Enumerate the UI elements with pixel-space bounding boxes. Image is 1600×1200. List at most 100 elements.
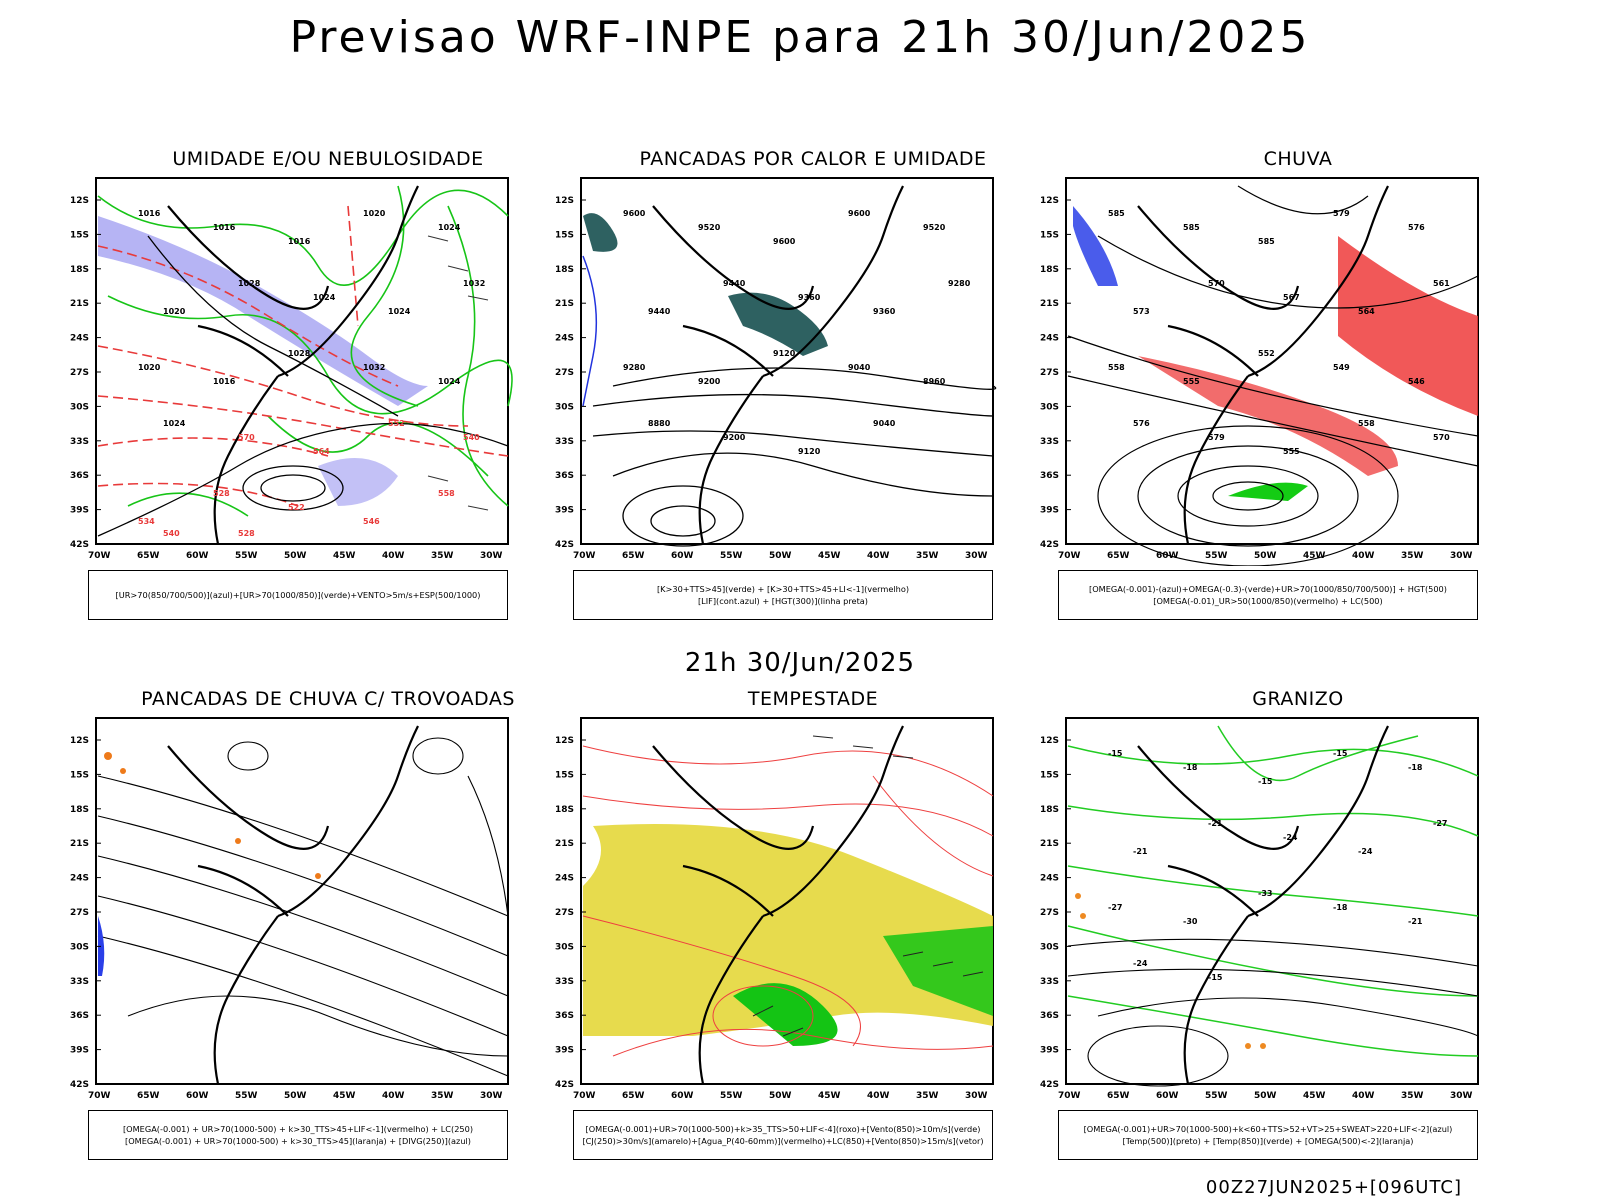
lon-tick-label: 35W (431, 551, 454, 561)
lon-tick-label: 65W (1107, 1091, 1130, 1101)
contour-label: 534 (138, 517, 155, 526)
lat-tick-label: 18S (70, 265, 89, 275)
lat-tick-label: 33S (70, 437, 89, 447)
lon-tick-label: 55W (720, 551, 743, 561)
contour-label: 564 (313, 447, 330, 456)
lon-tick-label: 70W (88, 1091, 111, 1101)
contour-label: 558 (1358, 419, 1375, 428)
lat-tick-label: 18S (70, 805, 89, 815)
lat-tick-label: 27S (1040, 368, 1059, 378)
rain-blue-area (1073, 206, 1118, 286)
lon-tick-label: 30W (480, 1091, 503, 1101)
lon-tick-label: 30W (965, 1091, 988, 1101)
lon-tick-label: 70W (1058, 1091, 1081, 1101)
lat-tick-label: 12S (1040, 196, 1059, 206)
contour-label: 9200 (723, 433, 746, 442)
lat-tick-label: 18S (1040, 805, 1059, 815)
streamlines-850 (582, 745, 994, 1057)
contour-label: 528 (213, 489, 230, 498)
lon-tick-label: 55W (235, 1091, 258, 1101)
lat-tick-label: 27S (555, 368, 574, 378)
coastline (652, 185, 904, 545)
contour-label: 585 (1108, 209, 1125, 218)
lat-tick-label: 27S (70, 908, 89, 918)
lon-tick-labels: 70W 65W 60W 55W 50W 45W 40W 35W 30W (88, 551, 503, 561)
contour-label: 579 (1333, 209, 1350, 218)
lat-tick-label: 21S (70, 299, 89, 309)
lat-tick-label: 15S (555, 230, 574, 240)
lat-tick-label: 36S (1040, 471, 1059, 481)
lon-tick-label: 45W (1303, 1091, 1326, 1101)
lon-tick-label: 70W (88, 551, 111, 561)
lat-tick-label: 12S (1040, 736, 1059, 746)
panel-title: PANCADAS POR CALOR E UMIDADE (639, 148, 987, 170)
legend-line: [OMEGA(-0.001) + UR>70(1000-500) + k>30_… (125, 1136, 471, 1146)
lon-tick-label: 50W (1254, 1091, 1277, 1101)
lon-tick-labels: 70W 65W 60W 55W 50W 45W 40W 35W 30W (88, 1091, 503, 1101)
contour-label: 558 (1108, 363, 1125, 372)
contour-label: 570 (1433, 433, 1450, 442)
contour-label: 552 (1258, 349, 1275, 358)
contour-label: -27 (1433, 819, 1447, 828)
contour-label: 570 (1208, 279, 1225, 288)
contour-label: -24 (1358, 847, 1373, 856)
lat-tick-label: 15S (70, 770, 89, 780)
contour-label: 9600 (848, 209, 871, 218)
contour-label: 546 (363, 517, 380, 526)
contour-label: -24 (1133, 959, 1148, 968)
map-pancadas-calor: 9600 9520 9600 9600 9520 9440 9440 9360 9360 9280… (553, 176, 1013, 566)
lat-tick-label: 18S (1040, 265, 1059, 275)
jet-yellow-area (583, 824, 993, 1036)
contour-label: -15 (1258, 777, 1273, 786)
lat-tick-label: 33S (70, 977, 89, 987)
contour-label: 585 (1183, 223, 1200, 232)
lat-tick-label: 24S (1040, 874, 1059, 884)
contour-label: 9600 (623, 209, 646, 218)
panel-umidade: UMIDADE E/OU NEBULOSIDADE (68, 148, 548, 620)
lon-tick-label: 60W (186, 551, 209, 561)
lat-tick-label: 24S (555, 874, 574, 884)
lat-tick-labels: 12S 15S 18S 21S 24S 27S 30S 33S 36S 39S 42S (1040, 196, 1071, 550)
lat-tick-label: 21S (1040, 299, 1059, 309)
contour-label: 1028 (238, 279, 261, 288)
lat-tick-label: 18S (555, 805, 574, 815)
lat-tick-labels: 12S 15S 18S 21S 24S 27S 30S 33S 36S 39S 42S (70, 736, 101, 1090)
lat-tick-label: 12S (555, 736, 574, 746)
map-svg: -15 -18 -15 -15 -18 -21 -21 -24 -24 -27 -27 -30 -33 -… (1040, 717, 1479, 1101)
lat-tick-labels: 12S 15S 18S 21S 24S 27S 30S 33S 36S 39S 42S (555, 736, 586, 1090)
lat-tick-label: 39S (70, 1046, 89, 1056)
contour-label: 9040 (848, 363, 871, 372)
lat-tick-labels: 12S 15S 18S 21S 24S 27S 30S 33S 36S 39S 42S (70, 196, 101, 550)
contour-label: -21 (1133, 847, 1148, 856)
lon-tick-label: 50W (1254, 551, 1277, 561)
contour-label: 540 (463, 433, 480, 442)
map-svg: 585 585 585 579 576 573 570 567 564 561 558 555 552 5… (1040, 177, 1479, 566)
lon-tick-label: 35W (1401, 551, 1424, 561)
panel-trovoadas: PANCADAS DE CHUVA C/ TROVOADAS (68, 688, 548, 1160)
contour-label: 546 (1408, 377, 1425, 386)
lon-tick-label: 45W (818, 551, 841, 561)
contour-label: 9120 (798, 447, 821, 456)
contour-label: 522 (288, 503, 305, 512)
contour-label: 528 (238, 529, 255, 538)
map-svg: 9600 9520 9600 9600 9520 9440 9440 9360 9360 9280… (555, 177, 997, 561)
lif-blue-contour (582, 255, 598, 407)
lat-tick-label: 42S (555, 540, 574, 550)
legend-line: [OMEGA(-0.001)+UR>70(1000-500)+k>35_TTS>… (585, 1124, 981, 1134)
lon-tick-label: 50W (769, 1091, 792, 1101)
contour-label: 9440 (723, 279, 746, 288)
legend-line: [Temp(500)](preto) + [Temp(850)](verde) … (1122, 1136, 1414, 1146)
contour-label: 1024 (163, 419, 186, 428)
lon-tick-label: 65W (137, 1091, 160, 1101)
lat-tick-label: 24S (1040, 334, 1059, 344)
contour-label: 8960 (923, 377, 946, 386)
lat-tick-label: 42S (555, 1080, 574, 1090)
lat-tick-label: 15S (70, 230, 89, 240)
lon-tick-label: 55W (720, 1091, 743, 1101)
lat-tick-label: 39S (555, 506, 574, 516)
rain-red-area (1338, 236, 1478, 416)
lon-tick-label: 30W (1450, 551, 1473, 561)
contour-label: 1016 (288, 237, 311, 246)
lat-tick-label: 12S (70, 736, 89, 746)
